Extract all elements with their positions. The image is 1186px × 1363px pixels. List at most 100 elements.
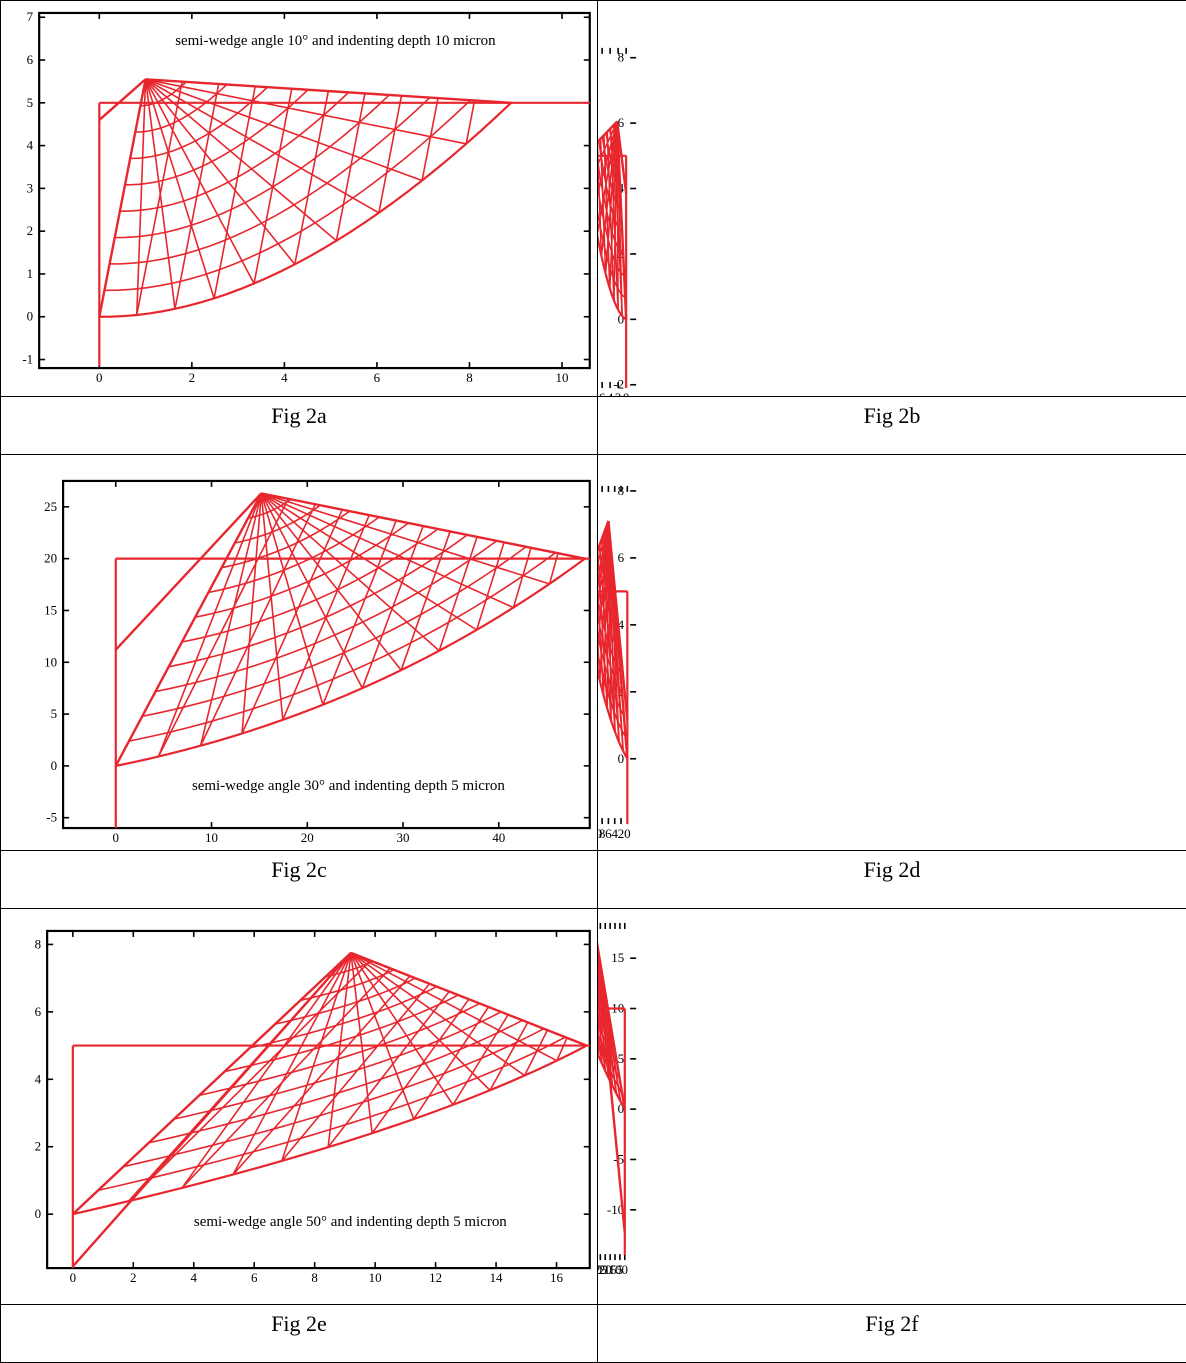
mesh-column [214,86,255,298]
mesh-column [282,984,430,1161]
chart-title: semi-wedge angle 10° and indenting depth… [175,33,496,49]
x-tick-label: 0 [113,830,119,845]
caption-2f: Fig 2f [598,1311,1186,1337]
fan-line [261,493,513,607]
plot-cell-2d: 0246810121402468semi-wedge angle 40° and… [598,455,1186,851]
caption-2d: Fig 2d [598,857,1186,883]
mesh-column [295,91,329,264]
fan-line [328,953,351,1147]
x-tick-label: 0 [624,826,630,841]
axes-frame [39,13,590,368]
mesh-column [336,93,365,240]
x-tick-label: 6 [251,1270,258,1285]
chart-title: semi-wedge angle 30° and indenting depth… [192,778,505,794]
x-tick-label: 4 [191,1270,198,1285]
x-tick-label: 4 [611,826,618,841]
mesh-series [598,521,627,824]
y-tick-label: 25 [44,499,57,514]
fan-line [201,493,262,745]
y-tick-label: 5 [27,95,33,110]
wedge-left-flank [116,493,262,649]
caption-cell-2a: Fig 2a [1,397,598,455]
x-tick-label: 30 [397,830,410,845]
chart-2c: 0 10 20 30 40 -5 0 5 10 15 20 25 semi-wedge angle 30… [1,455,597,850]
x-tick-label: 14 [490,1270,503,1285]
caption-cell-2b: Fig 2b [598,397,1186,455]
chart-2d: 0246810121402468semi-wedge angle 40° and… [598,455,1186,850]
x-tick-label: 2 [618,826,624,841]
x-tick-label: 40 [492,830,505,845]
mesh-column [129,961,371,1202]
y-tick-label: 8 [35,936,41,951]
fan-line [351,953,587,1046]
y-tick-label: 2 [27,223,33,238]
y-tick-label: 0 [35,1206,41,1221]
mesh-column [379,96,402,213]
x-tick-label: 10 [598,826,602,841]
y-tick-label: 4 [27,138,34,153]
mesh-series [99,79,589,366]
caption-cell-2e: Fig 2e [1,1305,598,1363]
mesh-row [142,547,526,717]
x-tick-label: 16 [550,1270,563,1285]
y-tick-label: 7 [27,9,34,24]
x-tick-label: 2 [189,370,195,385]
caption-2e: Fig 2e [1,1311,597,1337]
caption-2b: Fig 2b [598,403,1186,429]
caption-cell-2c: Fig 2c [1,851,598,909]
mesh-column [372,999,469,1133]
x-tick-label: 2 [130,1270,136,1285]
plot-cell-2c: 0 10 20 30 40 -5 0 5 10 15 20 25 semi-wedge angle 30… [1,455,598,851]
y-tick-label: 5 [51,706,57,721]
plot-cell-2f: 0510152025303540-10-5051015semi-wedge an… [598,909,1186,1305]
y-tick-label: 3 [27,180,33,195]
y-tick-label: 15 [44,602,57,617]
x-tick-label: 6 [374,370,381,385]
x-tick-label: 6 [599,390,606,396]
y-tick-label: 0 [51,758,57,773]
y-tick-label: 4 [35,1071,42,1086]
fan-line [73,953,351,1214]
chart-2f: 0510152025303540-10-5051015semi-wedge an… [598,909,1186,1304]
y-tick-label: 6 [35,1004,42,1019]
y-tick-label: 10 [44,654,57,669]
y-tick-label: 8 [618,50,624,65]
y-tick-label: -5 [46,810,57,825]
x-tick-label: 20 [301,830,314,845]
x-tick-label: 10 [556,370,569,385]
caption-cell-2d: Fig 2d [598,851,1186,909]
x-tick-label: 10 [205,830,218,845]
y-tick-label: 20 [44,551,57,566]
axes-frame [63,481,590,828]
y-tick-label: 8 [618,483,624,498]
fan-line [351,953,525,1076]
y-tick-label: 6 [27,52,34,67]
caption-2c: Fig 2c [1,857,597,883]
y-tick-label: 1 [27,266,33,281]
y-tick-label: 2 [35,1139,41,1154]
fan-line [159,493,262,756]
x-tick-label: 10 [369,1270,382,1285]
x-tick-label: 0 [96,370,102,385]
y-tick-label: -2 [613,377,624,392]
x-tick-label: 0 [70,1270,76,1285]
y-tick-label: 0 [27,309,33,324]
y-tick-label: 15 [611,950,624,965]
x-tick-label: 4 [281,370,288,385]
mesh-column [422,98,438,180]
y-tick-label: 6 [618,550,625,565]
caption-cell-2f: Fig 2f [598,1305,1186,1363]
chart-title: semi-wedge angle 50° and indenting depth… [194,1214,507,1230]
y-tick-label: -1 [22,352,33,367]
caption-2a: Fig 2a [1,403,597,429]
fan-line [351,953,490,1090]
y-tick-label: 5 [618,1051,624,1066]
mesh-column [490,1022,528,1090]
x-tick-label: 30 [598,1262,602,1277]
